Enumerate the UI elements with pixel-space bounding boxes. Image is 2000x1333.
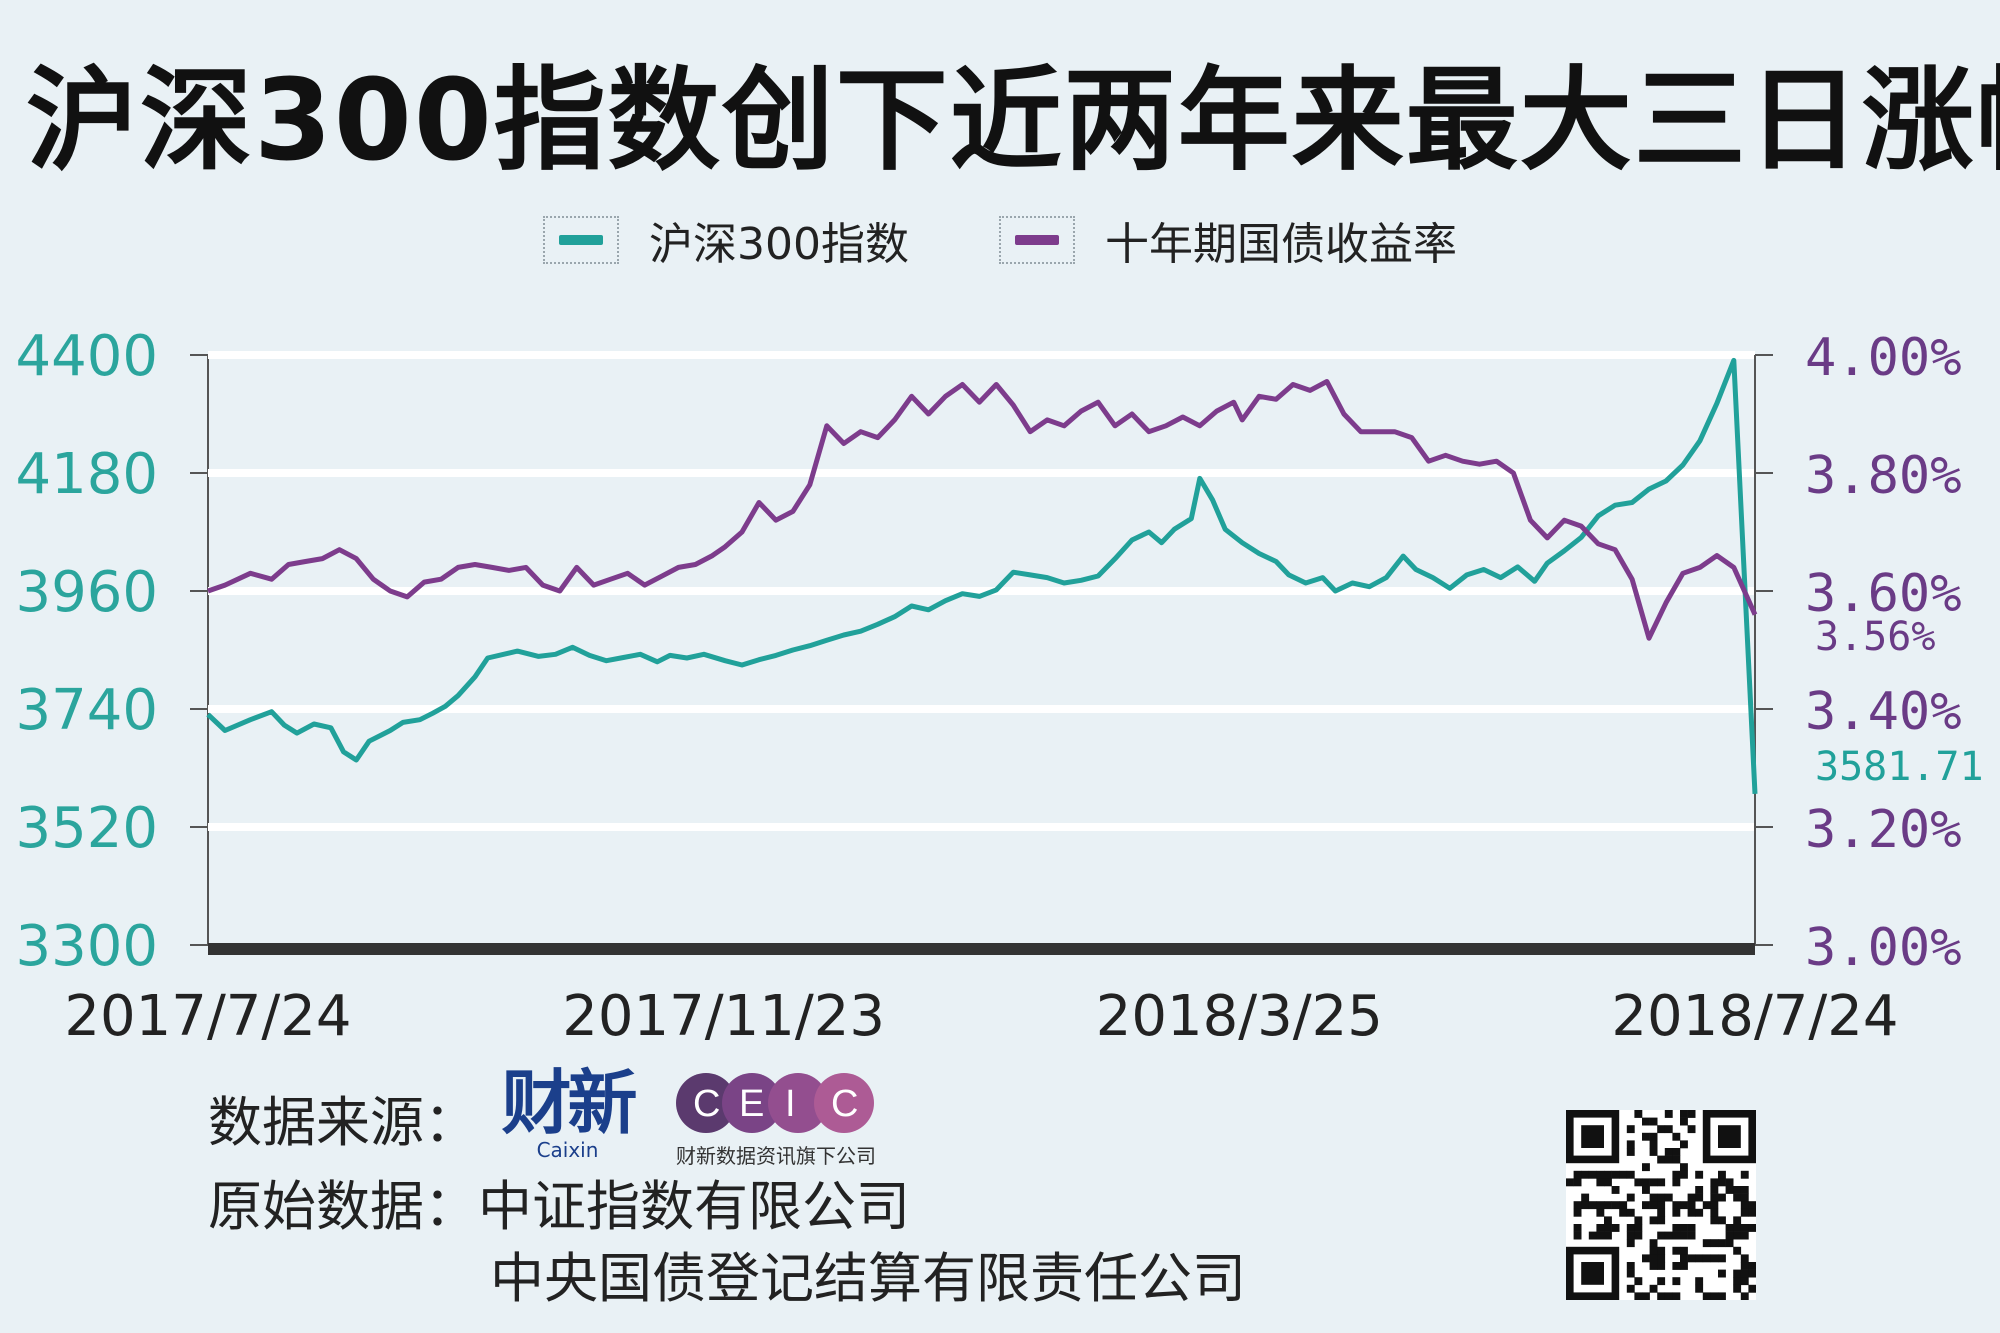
left-tick-label: 3520 bbox=[15, 796, 158, 861]
right-tick-label: 4.00% bbox=[1805, 328, 1962, 388]
caixin-logo: 财新 Caixin bbox=[500, 1062, 638, 1162]
original-line1: 中证指数有限公司 bbox=[478, 1175, 910, 1238]
legend-label-bond-yield: 十年期国债收益率 bbox=[1104, 219, 1457, 270]
legend-item-csi300: 沪深300指数 bbox=[543, 208, 909, 272]
original-line2: 中央国债登记结算有限责任公司 bbox=[490, 1247, 1246, 1310]
x-tick-label: 2018/7/24 bbox=[1611, 984, 1898, 1049]
left-tick-label: 3300 bbox=[15, 914, 158, 979]
x-tick-label: 2018/3/25 bbox=[1096, 984, 1383, 1049]
series-line-csi300 bbox=[206, 357, 1758, 795]
legend-swatch-box bbox=[543, 216, 619, 264]
legend-swatch-box bbox=[998, 216, 1075, 264]
end-label-csi300: 3581.71 bbox=[1815, 744, 1984, 790]
left-tick-label: 3960 bbox=[15, 560, 158, 625]
legend-item-bond-yield: 十年期国债收益率 bbox=[998, 208, 1457, 272]
x-tick-label: 2017/11/23 bbox=[562, 984, 885, 1049]
ceic-subtitle: 财新数据资讯旗下公司 bbox=[676, 1144, 876, 1168]
right-tick-label: 3.80% bbox=[1805, 446, 1962, 506]
left-tick-label: 4400 bbox=[15, 324, 158, 389]
chart-title: 沪深300指数创下近两年来最大三日涨幅 bbox=[26, 56, 2000, 186]
left-tick-label: 3740 bbox=[15, 678, 158, 743]
legend-label-csi300: 沪深300指数 bbox=[649, 219, 909, 270]
right-tick-label: 3.60% bbox=[1805, 564, 1962, 624]
original-data-label: 原始数据：中证指数有限公司 bbox=[208, 1162, 910, 1241]
left-tick-label: 4180 bbox=[15, 442, 158, 507]
right-tick-label: 3.00% bbox=[1805, 918, 1962, 978]
series-line-bond-yield bbox=[207, 379, 1758, 641]
qr-code-icon[interactable] bbox=[1566, 1110, 1756, 1300]
right-tick-label: 3.40% bbox=[1805, 682, 1962, 742]
source-label: 数据来源： bbox=[208, 1091, 478, 1154]
legend-swatch-csi300 bbox=[559, 235, 603, 245]
x-tick-label: 2017/7/24 bbox=[64, 984, 351, 1049]
caixin-logo-text: 财新 bbox=[501, 1062, 638, 1144]
legend: 沪深300指数 十年期国债收益率 bbox=[0, 208, 2000, 272]
right-tick-label: 3.20% bbox=[1805, 800, 1962, 860]
end-label-bond-yield: 3.56% bbox=[1815, 614, 1935, 660]
original-label: 原始数据： bbox=[208, 1175, 478, 1238]
legend-swatch-bond-yield bbox=[1014, 235, 1059, 245]
caixin-logo-sub: Caixin bbox=[536, 1138, 599, 1162]
